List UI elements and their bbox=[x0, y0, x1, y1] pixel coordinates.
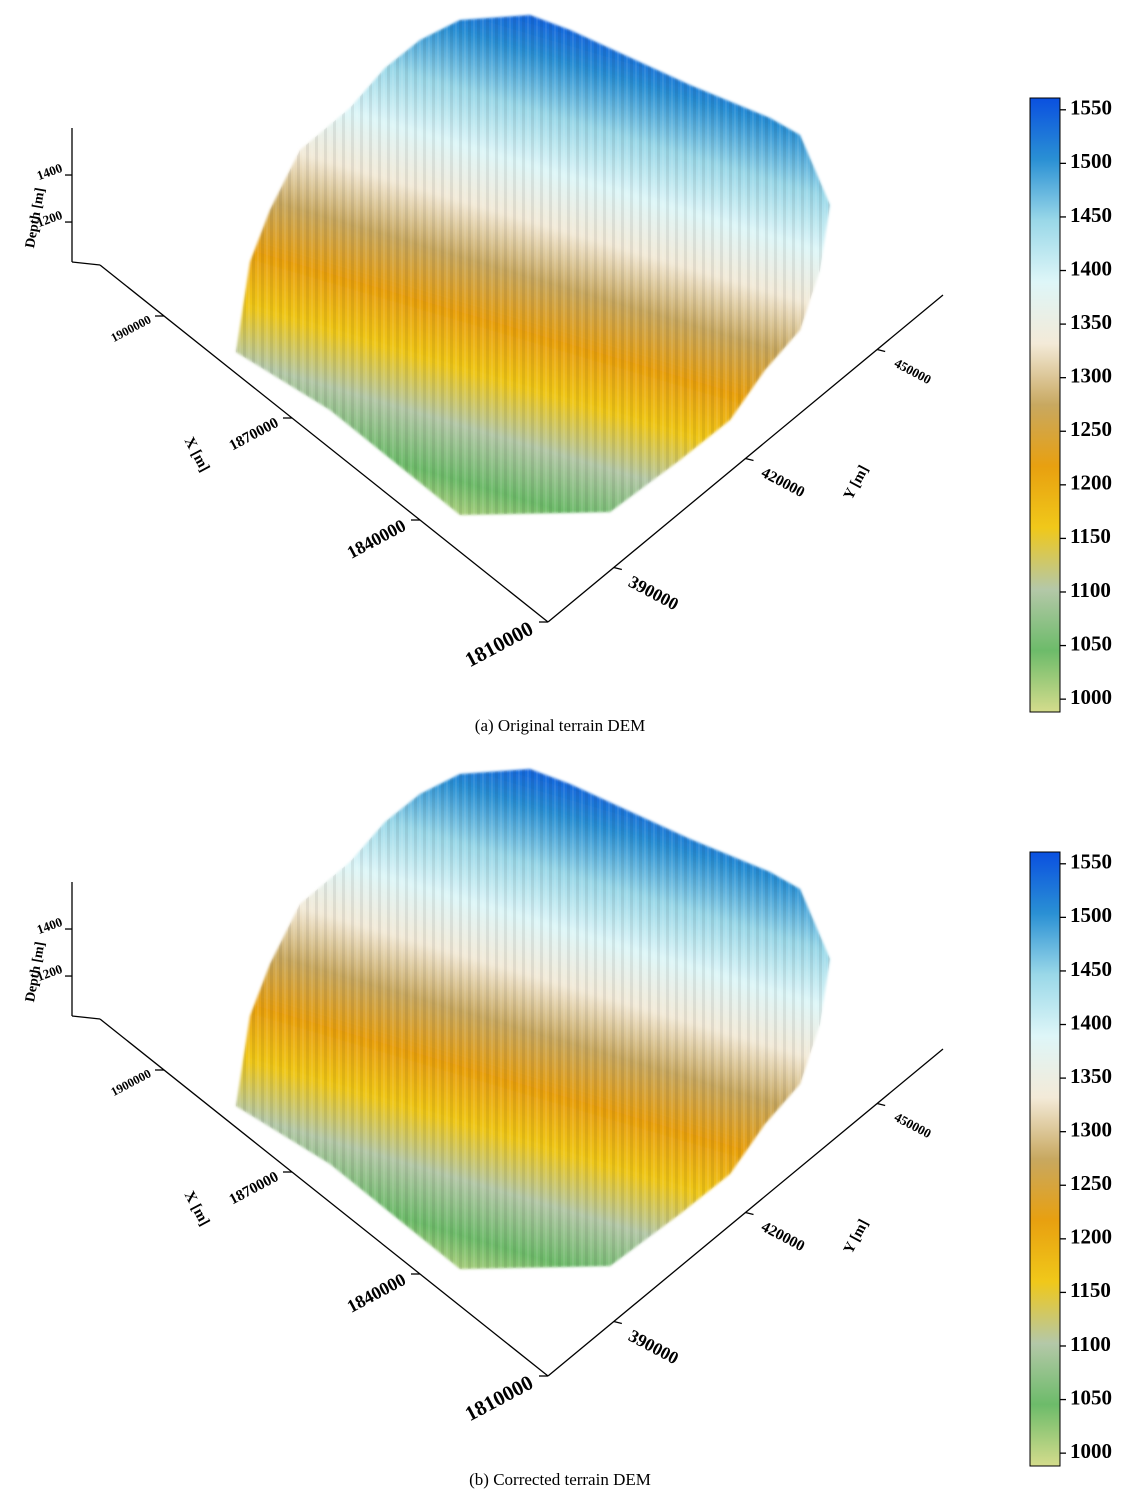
y-tick-label: 450000 bbox=[892, 355, 934, 387]
x-tick-label: 1810000 bbox=[461, 1370, 537, 1426]
y-tick-label: 450000 bbox=[892, 1109, 934, 1141]
z-tick-label: 1400 bbox=[35, 914, 65, 937]
x-tick-label: 1840000 bbox=[344, 1269, 409, 1316]
colorbar-tick-label: 1300 bbox=[1070, 1117, 1112, 1141]
colorbar-tick-label: 1050 bbox=[1070, 631, 1112, 655]
colorbar-tick-label: 1400 bbox=[1070, 256, 1112, 280]
caption: (a) Original terrain DEM bbox=[475, 716, 645, 735]
y-axis-label: Y [m] bbox=[841, 463, 872, 503]
panel: 1810000 1840000 1870000 1900000 X [m] 390000 4… bbox=[23, 15, 1112, 735]
colorbar-tick-label: 1450 bbox=[1070, 957, 1112, 981]
y-axis-label: Y [m] bbox=[841, 1217, 872, 1257]
z-axis-foot bbox=[72, 262, 100, 265]
y-tick-label: 420000 bbox=[758, 464, 807, 501]
colorbar-tick-label: 1100 bbox=[1070, 578, 1111, 602]
y-tick bbox=[746, 1213, 754, 1215]
x-tick-label: 1870000 bbox=[226, 1168, 281, 1208]
y-tick bbox=[877, 350, 885, 352]
colorbar-tick-label: 1550 bbox=[1070, 96, 1112, 120]
y-tick bbox=[746, 459, 754, 461]
x-tick-label: 1870000 bbox=[226, 414, 281, 454]
y-tick-label: 390000 bbox=[625, 1325, 682, 1368]
colorbar-tick-label: 1500 bbox=[1070, 903, 1112, 927]
colorbar bbox=[1030, 852, 1060, 1466]
colorbar-tick-label: 1400 bbox=[1070, 1010, 1112, 1034]
colorbar-tick-label: 1200 bbox=[1070, 1225, 1112, 1249]
terrain-texture bbox=[236, 769, 830, 1269]
x-axis-label: X [m] bbox=[181, 435, 213, 475]
y-tick bbox=[877, 1104, 885, 1106]
x-tick-label: 1900000 bbox=[108, 1066, 153, 1099]
x-tick-label: 1810000 bbox=[461, 616, 537, 672]
colorbar-tick-label: 1150 bbox=[1070, 524, 1111, 548]
z-axis-foot bbox=[72, 1016, 100, 1019]
colorbar-tick-label: 1100 bbox=[1070, 1332, 1111, 1356]
y-tick bbox=[614, 568, 622, 570]
colorbar-tick-label: 1150 bbox=[1070, 1278, 1111, 1302]
colorbar-tick-label: 1300 bbox=[1070, 363, 1112, 387]
y-tick bbox=[614, 1322, 622, 1324]
colorbar-tick-label: 1250 bbox=[1070, 1171, 1112, 1195]
x-axis-label: X [m] bbox=[181, 1189, 213, 1229]
colorbar-tick-label: 1050 bbox=[1070, 1385, 1112, 1409]
colorbar bbox=[1030, 98, 1060, 712]
colorbar-tick-label: 1500 bbox=[1070, 149, 1112, 173]
colorbar-tick-label: 1450 bbox=[1070, 203, 1112, 227]
y-tick-label: 390000 bbox=[625, 571, 682, 614]
caption: (b) Corrected terrain DEM bbox=[469, 1470, 651, 1489]
x-tick-label: 1900000 bbox=[108, 312, 153, 345]
colorbar-tick-label: 1200 bbox=[1070, 471, 1112, 495]
colorbar-tick-label: 1000 bbox=[1070, 685, 1112, 709]
z-tick-label: 1400 bbox=[35, 160, 65, 183]
colorbar-tick-label: 1000 bbox=[1070, 1439, 1112, 1463]
panel: 1810000 1840000 1870000 1900000 X [m] 390000 4… bbox=[23, 769, 1112, 1489]
figure: 1810000 1840000 1870000 1900000 X [m] 390000 4… bbox=[0, 0, 1129, 1493]
colorbar-tick-label: 1350 bbox=[1070, 1064, 1112, 1088]
x-tick-label: 1840000 bbox=[344, 515, 409, 562]
colorbar-tick-label: 1550 bbox=[1070, 850, 1112, 874]
y-tick-label: 420000 bbox=[758, 1218, 807, 1255]
colorbar-tick-label: 1350 bbox=[1070, 310, 1112, 334]
colorbar-tick-label: 1250 bbox=[1070, 417, 1112, 441]
terrain-texture bbox=[236, 15, 830, 515]
